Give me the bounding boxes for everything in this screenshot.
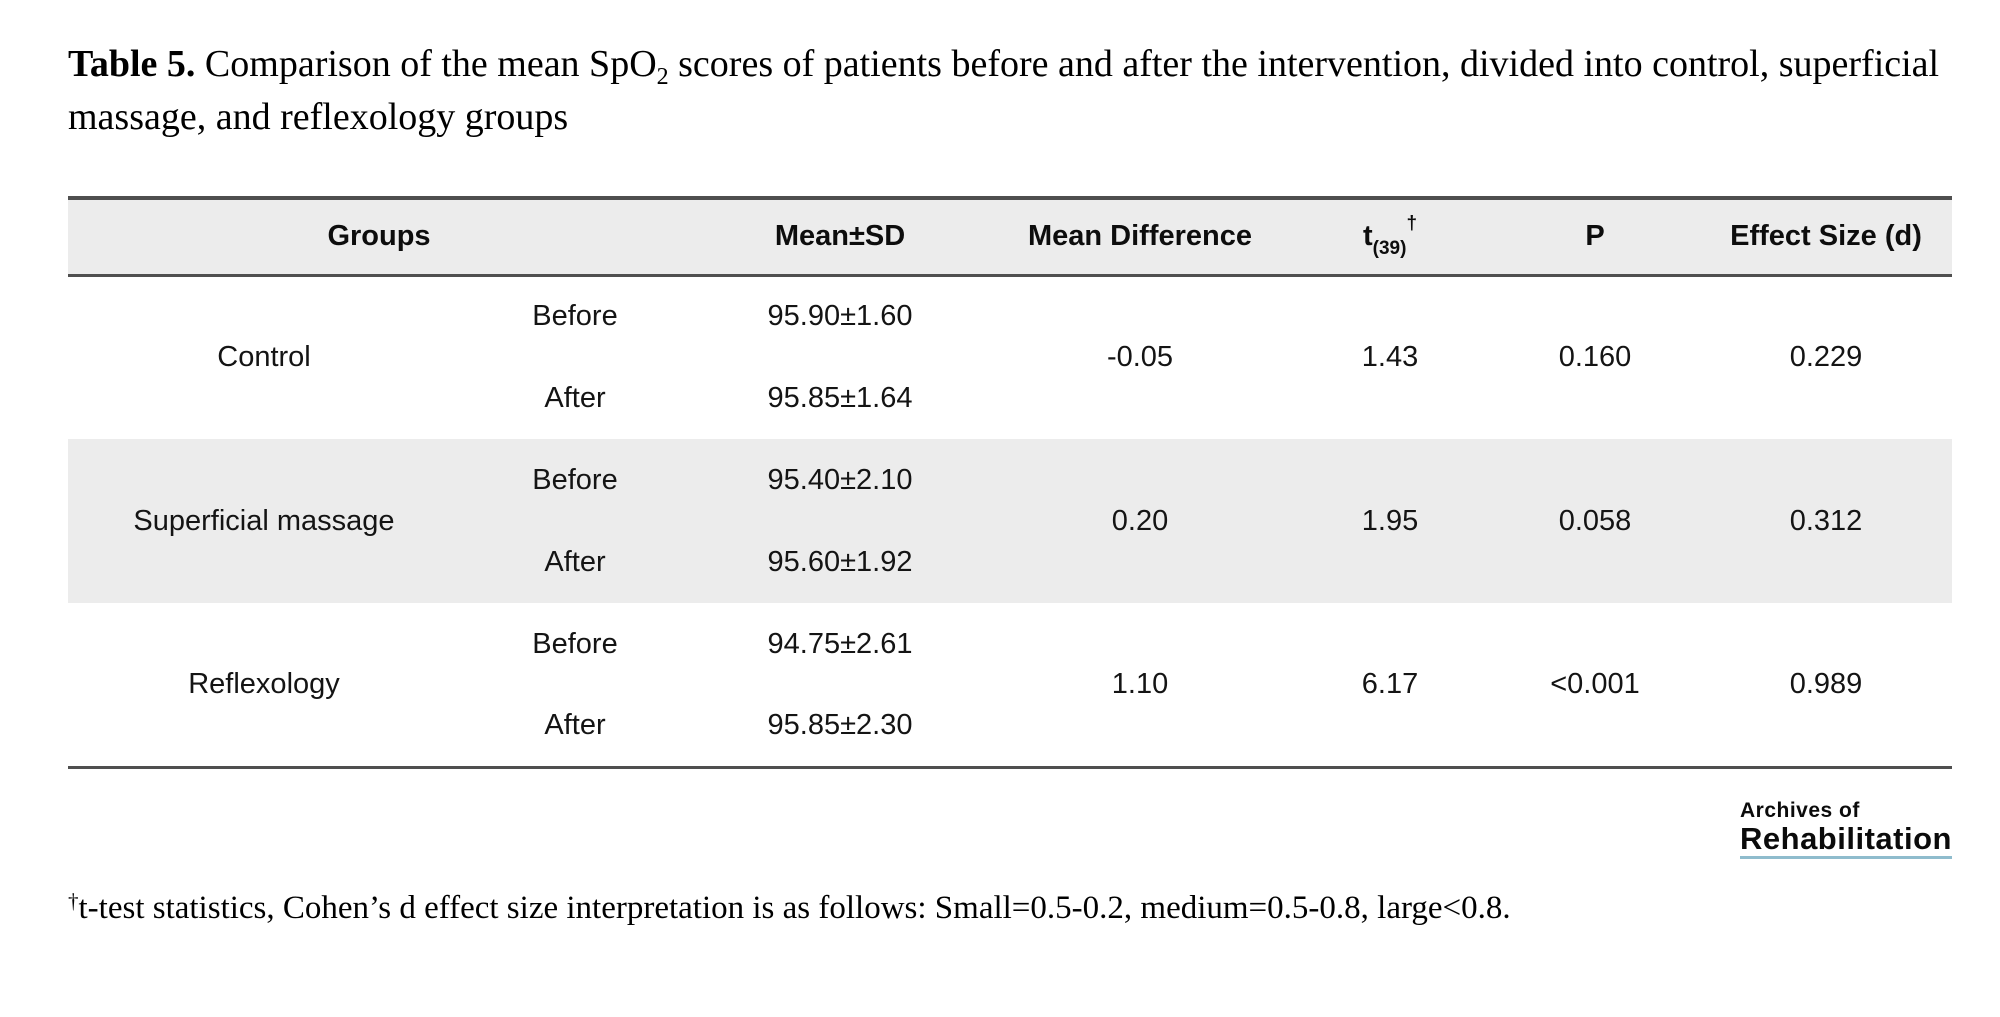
footnote-dagger-marker: †: [68, 889, 79, 913]
p-value-cell: <0.001: [1550, 667, 1640, 700]
table-caption-text-pre: Comparison of the mean SpO: [195, 43, 657, 85]
column-header-mean-difference: Mean Difference: [990, 198, 1290, 277]
footnote-text: t-test statistics, Cohen’s d effect size…: [78, 890, 1511, 926]
table-row: Reflexology Before 94.75±2.61 1.10 6.17 …: [68, 603, 1952, 700]
column-header-p-value: P: [1490, 198, 1700, 277]
phase-cell: After: [460, 521, 690, 603]
mean-difference-cell: 1.10: [1111, 667, 1169, 700]
table-caption-text-post: scores of patients before and after the …: [68, 43, 1940, 138]
t-value-cell: 1.95: [1290, 439, 1490, 603]
table-caption-number: Table 5.: [68, 43, 196, 85]
statistics-table: Groups Mean±SD Mean Difference t(39)† P …: [68, 196, 1952, 769]
effect-size-cell: 0.989: [1789, 667, 1863, 700]
phase-cell: After: [544, 381, 606, 414]
effect-size-cell: 0.229: [1789, 341, 1863, 374]
effect-size-cell: 0.312: [1700, 439, 1952, 603]
journal-logo: Archives of Rehabilitation: [1740, 800, 1956, 859]
p-value-cell: 0.160: [1558, 341, 1632, 374]
group-name-cell: Control: [217, 341, 311, 374]
t-value-cell: 6.17: [1361, 667, 1419, 700]
phase-cell: Before: [532, 300, 618, 333]
t-statistic-dagger: †: [1406, 213, 1418, 235]
table-row: Superficial massage Before 95.40±2.10 0.…: [68, 439, 1952, 603]
mean-sd-cell: 95.85±2.30: [767, 708, 913, 741]
mean-difference-cell: -0.05: [1106, 341, 1174, 374]
table-row: After 95.85±2.30: [68, 685, 1952, 767]
column-header-mean-sd: Mean±SD: [690, 198, 990, 277]
mean-difference-cell: 0.20: [990, 439, 1290, 603]
table-footnote: †t-test statistics, Cohen’s d effect siz…: [68, 890, 1948, 927]
table-row: After 95.60±1.92: [68, 521, 1952, 603]
spo2-subscript: 2: [656, 64, 669, 90]
phase-cell: Before: [460, 439, 690, 521]
mean-sd-cell: 95.60±1.92: [690, 521, 990, 603]
column-header-groups: Groups: [68, 198, 690, 277]
journal-logo-archives-of: Archives of: [1740, 799, 1860, 822]
t-value-cell: 1.43: [1361, 341, 1419, 374]
table-row: Control Before 95.90±1.60 -0.05 1.43 0.1…: [68, 275, 1952, 373]
journal-logo-rehabilitation: Rehabilitation: [1740, 822, 1952, 859]
mean-sd-cell: 95.85±1.64: [767, 381, 913, 414]
group-name-cell: Superficial massage: [68, 439, 460, 603]
phase-cell: After: [544, 708, 606, 741]
table-header-row: Groups Mean±SD Mean Difference t(39)† P …: [68, 198, 1952, 277]
t-statistic-df-subscript: (39): [1372, 238, 1407, 260]
group-name-cell: Reflexology: [188, 667, 340, 700]
table-row: After 95.85±1.64: [68, 357, 1952, 439]
phase-cell: Before: [532, 627, 618, 660]
mean-sd-cell: 94.75±2.61: [767, 627, 913, 660]
mean-sd-cell: 95.40±2.10: [690, 439, 990, 521]
p-value-cell: 0.058: [1490, 439, 1700, 603]
column-header-effect-size: Effect Size (d): [1700, 198, 1952, 277]
statistics-table-container: Groups Mean±SD Mean Difference t(39)† P …: [68, 196, 1952, 769]
t-statistic-base: t: [1362, 220, 1373, 253]
column-header-t-statistic: t(39) †: [1290, 198, 1490, 277]
mean-sd-cell: 95.90±1.60: [767, 300, 913, 333]
table-caption: Table 5. Comparison of the mean SpO2 sco…: [68, 38, 1948, 144]
